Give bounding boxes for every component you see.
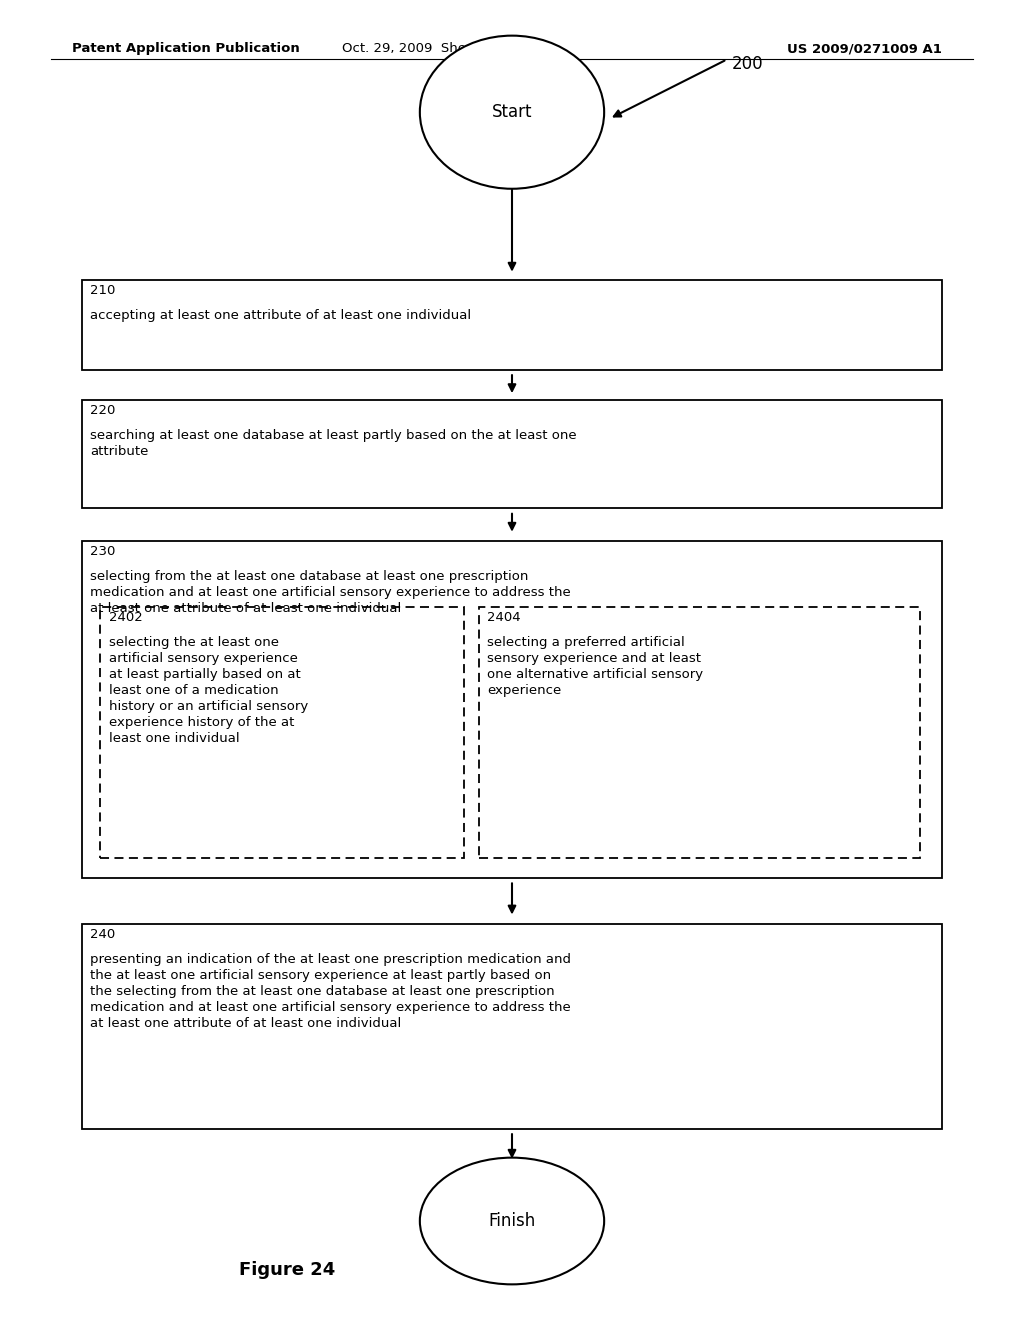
Text: 230: 230 [90, 545, 116, 558]
FancyBboxPatch shape [82, 400, 942, 508]
FancyBboxPatch shape [82, 541, 942, 878]
Text: Start: Start [492, 103, 532, 121]
Text: presenting an indication of the at least one prescription medication and
the at : presenting an indication of the at least… [90, 953, 571, 1030]
Text: 210: 210 [90, 284, 116, 297]
Text: 2404: 2404 [487, 611, 521, 624]
Ellipse shape [420, 1158, 604, 1284]
FancyBboxPatch shape [82, 924, 942, 1129]
Text: 2402: 2402 [109, 611, 142, 624]
Text: Oct. 29, 2009  Sheet 24 of 43: Oct. 29, 2009 Sheet 24 of 43 [342, 42, 539, 55]
Text: Finish: Finish [488, 1212, 536, 1230]
Ellipse shape [420, 36, 604, 189]
Text: searching at least one database at least partly based on the at least one
attrib: searching at least one database at least… [90, 429, 577, 458]
FancyBboxPatch shape [82, 280, 942, 370]
Text: US 2009/0271009 A1: US 2009/0271009 A1 [787, 42, 942, 55]
FancyBboxPatch shape [479, 607, 920, 858]
Text: selecting the at least one
artificial sensory experience
at least partially base: selecting the at least one artificial se… [109, 636, 308, 746]
Text: Figure 24: Figure 24 [239, 1261, 335, 1279]
Text: 240: 240 [90, 928, 116, 941]
Text: 220: 220 [90, 404, 116, 417]
FancyBboxPatch shape [100, 607, 464, 858]
Text: 200: 200 [732, 55, 764, 74]
Text: accepting at least one attribute of at least one individual: accepting at least one attribute of at l… [90, 309, 471, 322]
Text: selecting a preferred artificial
sensory experience and at least
one alternative: selecting a preferred artificial sensory… [487, 636, 703, 697]
Text: Patent Application Publication: Patent Application Publication [72, 42, 299, 55]
Text: selecting from the at least one database at least one prescription
medication an: selecting from the at least one database… [90, 570, 570, 615]
